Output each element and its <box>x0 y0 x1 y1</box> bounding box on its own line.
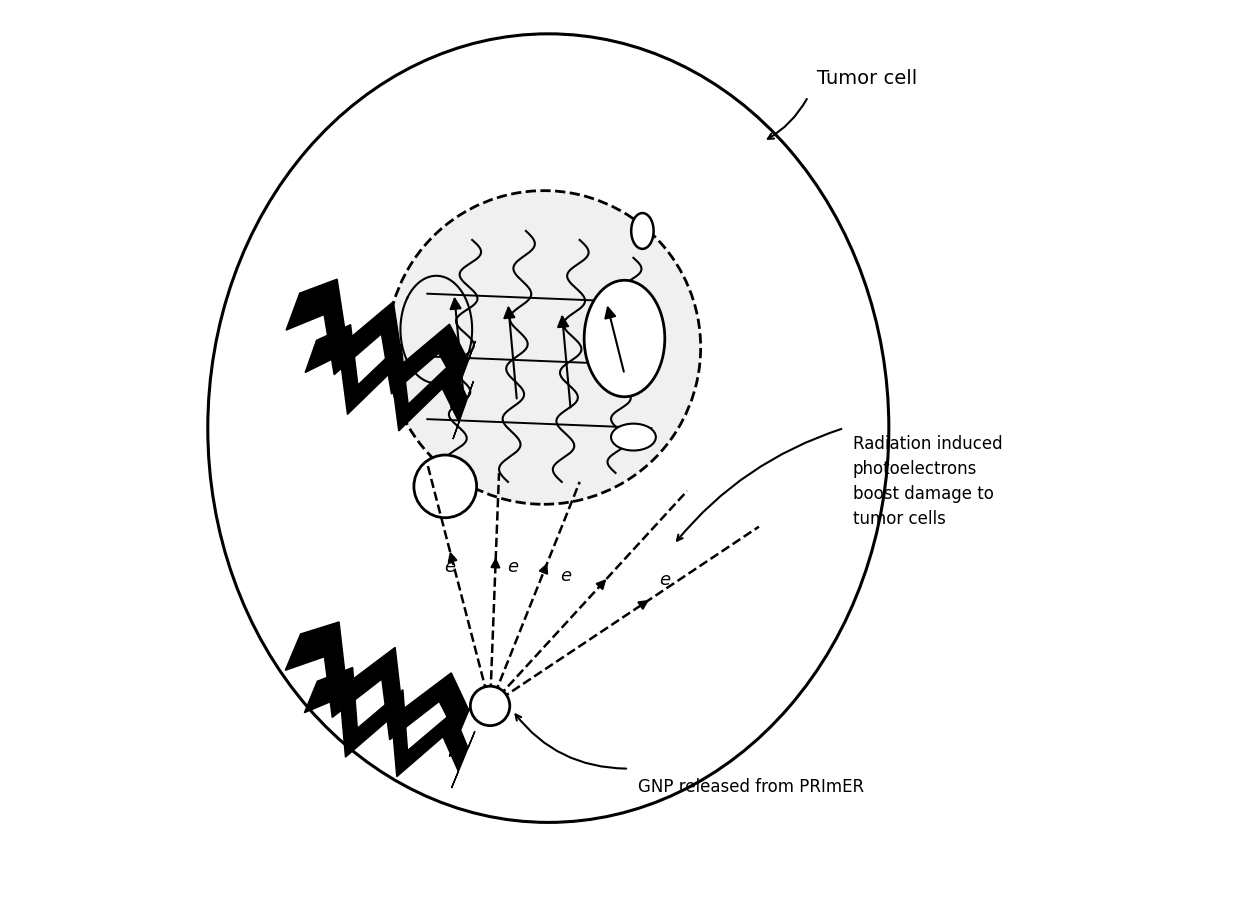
Polygon shape <box>305 325 474 440</box>
Text: GNP released from PRImER: GNP released from PRImER <box>637 777 864 795</box>
Ellipse shape <box>584 280 665 397</box>
Text: e: e <box>444 558 455 576</box>
Circle shape <box>470 686 510 725</box>
Ellipse shape <box>611 424 656 450</box>
Text: e: e <box>507 558 518 576</box>
Polygon shape <box>286 279 475 408</box>
Circle shape <box>414 455 476 518</box>
Text: Tumor cell: Tumor cell <box>817 69 918 88</box>
Text: e: e <box>660 571 671 590</box>
Circle shape <box>387 191 701 504</box>
Text: Radiation induced
photoelectrons
boost damage to
tumor cells: Radiation induced photoelectrons boost d… <box>853 435 1003 529</box>
Polygon shape <box>304 667 475 788</box>
Text: e: e <box>560 567 572 585</box>
Ellipse shape <box>631 213 653 249</box>
Polygon shape <box>285 622 477 756</box>
